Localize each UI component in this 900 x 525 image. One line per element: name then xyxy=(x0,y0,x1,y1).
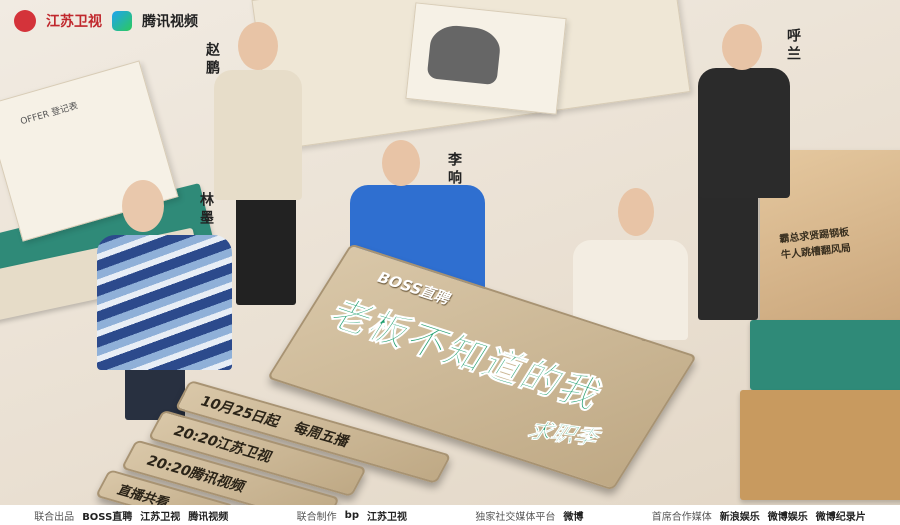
footer-partner: 江苏卫视 xyxy=(366,511,407,523)
silhouette xyxy=(426,23,503,86)
footer-group: 联合制作 bp 江苏卫视 xyxy=(297,508,407,523)
footer-group: 联合出品 BOSS直聘 江苏卫视 腾讯视频 xyxy=(34,508,228,523)
profile-sheet xyxy=(405,2,567,115)
footer-role: 首席合作媒体 xyxy=(651,511,712,523)
form-title: OFFER 登记表 xyxy=(19,101,80,128)
logo-text: 江苏卫视 xyxy=(46,14,102,30)
book xyxy=(740,390,900,500)
footer-partner: BOSS直聘 xyxy=(82,511,133,523)
footer-partner: 新浪娱乐 xyxy=(719,511,760,523)
footer-partner: 微博纪录片 xyxy=(815,511,866,523)
logos: 江苏卫视 腾讯视频 xyxy=(14,10,198,32)
footer: 联合出品 BOSS直聘 江苏卫视 腾讯视频 联合制作 bp 江苏卫视 独家社交媒体平台 微博 首席… xyxy=(0,505,900,525)
footer-partner: 微博 xyxy=(563,511,584,523)
cast-name: 呼兰 xyxy=(785,28,801,64)
footer-partner: 微博娱乐 xyxy=(767,511,808,523)
footer-partner: bp xyxy=(344,509,359,521)
footer-role: 联合制作 xyxy=(296,511,337,523)
schedule-text: 每周五播 xyxy=(290,420,352,451)
footer-group: 独家社交媒体平台 微博 xyxy=(475,508,583,523)
cast-name: 赵鹏 xyxy=(204,42,220,78)
footer-partner: 腾讯视频 xyxy=(188,511,229,523)
cast-name: 林墨 xyxy=(198,192,214,228)
cast-name: 李响 xyxy=(446,152,462,188)
logo-icon xyxy=(112,11,132,31)
box-label: 霸总求贤踢钢板 牛人跳槽翻风局 xyxy=(779,218,900,264)
footer-group: 首席合作媒体 新浪娱乐 微博娱乐 微博纪录片 xyxy=(652,508,866,523)
footer-role: 联合出品 xyxy=(34,511,75,523)
footer-partner: 江苏卫视 xyxy=(140,511,181,523)
footer-role: 独家社交媒体平台 xyxy=(475,511,556,523)
book xyxy=(750,320,900,390)
sign-subtitle: 求职季 xyxy=(524,419,602,451)
logo-text: 腾讯视频 xyxy=(142,14,198,30)
logo-icon xyxy=(14,10,36,32)
